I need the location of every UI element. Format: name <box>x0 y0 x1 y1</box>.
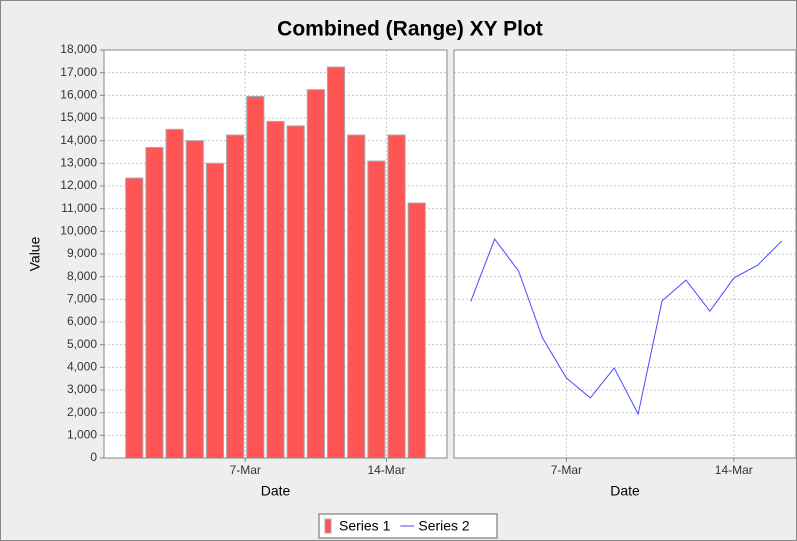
bar <box>286 125 305 459</box>
y-tick-label: 10,000 <box>60 224 97 238</box>
plot-outline <box>453 49 797 459</box>
x-tick-label: 7-Mar <box>230 463 261 477</box>
y-tick-label: 11,000 <box>61 201 97 215</box>
bar <box>226 134 245 459</box>
bar <box>347 134 366 459</box>
bar <box>165 128 184 459</box>
x-tick-label: 7-Mar <box>551 463 582 477</box>
x-tick-label: 14-Mar <box>715 463 753 477</box>
bar <box>125 177 144 459</box>
y-tick-label: 18,000 <box>60 42 97 56</box>
y-tick-label: 6,000 <box>67 314 97 328</box>
y-axis-label: Value <box>27 236 43 271</box>
bar <box>246 95 265 459</box>
bar <box>387 134 406 459</box>
bar <box>367 160 386 459</box>
y-tick-label: 15,000 <box>60 110 97 124</box>
legend-swatch <box>324 518 332 534</box>
bar <box>185 140 204 459</box>
y-tick-label: 5,000 <box>67 337 97 351</box>
chart-title: Combined (Range) XY Plot <box>277 18 543 41</box>
y-tick-label: 4,000 <box>67 360 97 374</box>
plot-outline <box>103 49 448 459</box>
y-tick-label: 14,000 <box>60 133 97 147</box>
x-axis-label: Date <box>261 483 291 499</box>
legend-label: Series 1 <box>339 518 391 534</box>
y-tick-label: 17,000 <box>60 65 97 79</box>
x-axis-label: Date <box>610 483 640 499</box>
bar <box>266 120 285 459</box>
y-tick-label: 13,000 <box>60 156 97 170</box>
legend: Series 1 Series 2 <box>318 513 498 539</box>
y-tick-label: 1,000 <box>67 428 97 442</box>
bar <box>205 162 225 459</box>
y-tick-label: 3,000 <box>67 382 97 396</box>
y-tick-label: 7,000 <box>67 292 97 306</box>
bar <box>326 66 346 459</box>
legend-label: Series 2 <box>418 518 470 534</box>
y-tick-label: 9,000 <box>67 246 97 260</box>
y-tick-label: 16,000 <box>60 88 97 102</box>
bar <box>145 146 164 459</box>
bar <box>306 89 325 459</box>
bar <box>407 202 426 459</box>
line <box>470 238 783 416</box>
x-tick-label: 14-Mar <box>367 463 405 477</box>
y-tick-label: 2,000 <box>67 405 97 419</box>
y-tick-label: 0 <box>90 450 97 464</box>
y-tick-label: 8,000 <box>67 269 97 283</box>
y-tick-label: 12,000 <box>60 178 97 192</box>
